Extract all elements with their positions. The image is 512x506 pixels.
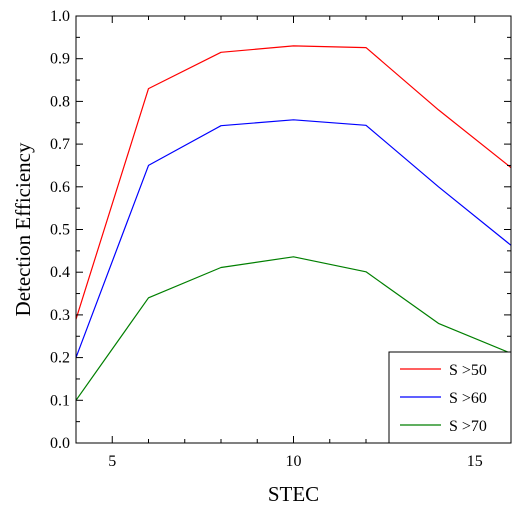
y-tick-label: 0.1 xyxy=(50,392,70,409)
y-tick-label: 0.0 xyxy=(50,435,70,452)
y-tick-label: 0.6 xyxy=(50,179,70,196)
series-line-1 xyxy=(75,45,512,320)
legend-label: S >60 xyxy=(449,390,487,407)
legend-label: S >50 xyxy=(449,362,487,379)
plot-frame xyxy=(75,15,512,444)
y-tick-label: 0.3 xyxy=(50,307,70,324)
legend: S >50 S >60 S >70 xyxy=(388,351,512,444)
x-tick-label: 15 xyxy=(467,453,483,470)
ticks-layer: 0.0 0.1 0.2 0.3 0.4 0.5 0.6 0.7 0.8 0.9 1.0 5 10 15 xyxy=(50,8,512,470)
x-tick-label: 10 xyxy=(286,453,302,470)
x-tick-label: 5 xyxy=(108,453,116,470)
series-layer xyxy=(75,45,512,401)
y-tick-label: 1.0 xyxy=(50,8,70,25)
series-line-3 xyxy=(75,256,512,401)
y-tick-label: 0.4 xyxy=(50,264,70,281)
y-tick-label: 0.5 xyxy=(50,222,70,239)
y-tick-label: 0.9 xyxy=(50,51,70,68)
y-tick-label: 0.8 xyxy=(50,93,70,110)
y-axis-title: Detection Efficiency xyxy=(11,142,35,316)
x-axis-title: STEC xyxy=(268,482,319,506)
y-tick-label: 0.7 xyxy=(50,136,70,153)
series-line-2 xyxy=(75,119,512,358)
y-tick-label: 0.2 xyxy=(50,350,70,367)
legend-label: S >70 xyxy=(449,418,487,435)
